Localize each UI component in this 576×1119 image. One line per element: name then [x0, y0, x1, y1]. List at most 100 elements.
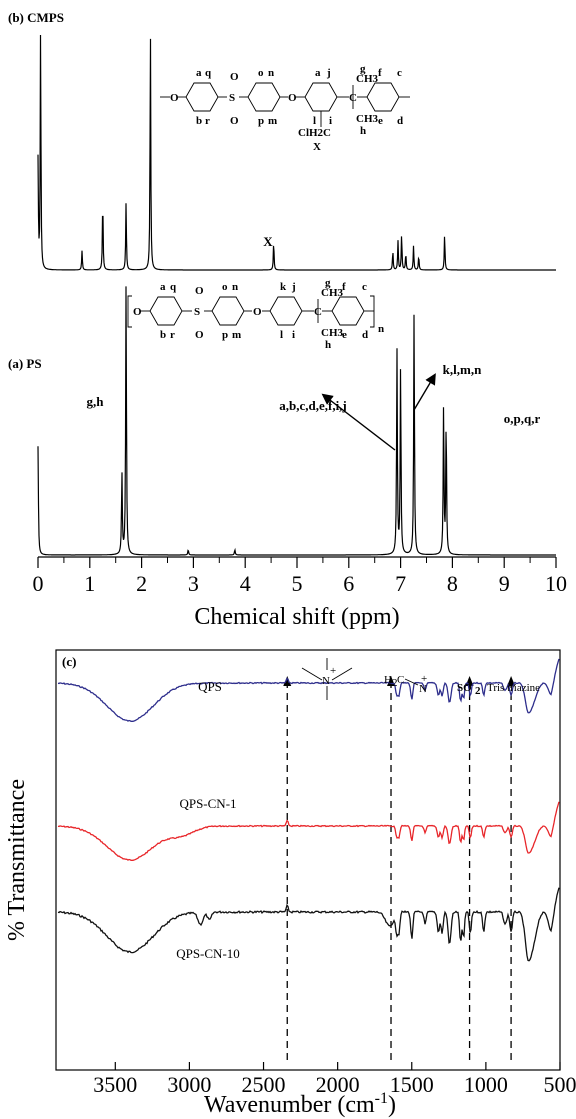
cmps-spectrum-line — [37, 34, 556, 271]
ammonium-n: N — [322, 675, 330, 687]
ps-letter-r: r — [170, 329, 175, 341]
nmr-tick-label-3: 3 — [188, 571, 199, 596]
ps-group-s: S — [194, 306, 200, 318]
cmps-group-o-top: O — [230, 71, 239, 83]
ftir-panel-label: (c) — [62, 654, 76, 669]
ftir-tick-label-1000: 1000 — [464, 1072, 508, 1097]
ftir-tick-label-1500: 1500 — [390, 1072, 434, 1097]
cmps-letter-c: c — [397, 67, 402, 79]
ftir-tick-label-500: 500 — [544, 1072, 576, 1097]
cmps-letter-l: l — [313, 115, 316, 127]
ps-letter-g: g — [325, 277, 331, 289]
ammonium-plus: + — [330, 665, 336, 677]
ps-group-ch3-top: CH3 — [321, 287, 344, 299]
cmps-letter-f: f — [378, 67, 382, 79]
ps-letter-q: q — [170, 281, 177, 293]
band-triazine: Tris triazine — [487, 682, 540, 694]
ps-group-o-top: O — [195, 285, 204, 297]
ps-letter-j: j — [291, 281, 296, 293]
ps-letter-n: n — [232, 281, 238, 293]
ps-repeat-n: n — [378, 323, 384, 335]
nmr-tick-label-8: 8 — [447, 571, 458, 596]
ps-structure-labels: O S O O O C CH3 CH3 n a q b r o n p m k … — [133, 277, 384, 351]
ftir-x-title-main: Wavenumber (cm — [204, 1092, 375, 1118]
cmps-group-clh2c: ClH2C — [298, 127, 331, 139]
cmps-group-s: S — [229, 92, 235, 104]
peak-label-gh: g,h — [87, 394, 105, 409]
cmps-letter-j: j — [326, 67, 331, 79]
cmps-letter-r: r — [205, 115, 210, 127]
cmps-letter-q: q — [205, 67, 212, 79]
nmr-tick-label-1: 1 — [84, 571, 95, 596]
cmps-letter-h: h — [360, 125, 366, 137]
ps-letter-i: i — [292, 329, 295, 341]
ps-letter-p: p — [222, 329, 228, 341]
ps-letter-h: h — [325, 339, 331, 351]
nmr-tick-label-2: 2 — [136, 571, 147, 596]
cmps-letter-i: i — [329, 115, 332, 127]
cmps-group-o1: O — [170, 92, 179, 104]
nmr-panel: (b) CMPS (a) PS 0 1 2 3 4 5 6 7 8 9 10 Chemical sh… — [8, 10, 567, 630]
cmps-letter-g: g — [360, 63, 366, 75]
cmps-letter-n: n — [268, 67, 274, 79]
peak-label-x: X — [263, 234, 273, 249]
cmps-structure — [160, 82, 410, 127]
cmps-letter-o: o — [258, 67, 264, 79]
peak-label-opqr: o,p,q,r — [504, 411, 541, 426]
ps-letter-c: c — [362, 281, 367, 293]
ftir-panel: (c) QPS QPS-CN-1 QPS-CN-10 N + H 2 C N +… — [4, 649, 576, 1118]
nmr-x-ticks: 0 1 2 3 4 5 6 7 8 9 10 — [33, 557, 567, 596]
ps-group-o-bottom: O — [195, 329, 204, 341]
ftir-reference-arrow-830 — [507, 676, 516, 686]
ftir-tick-label-2000: 2000 — [316, 1072, 360, 1097]
ps-group-o1: O — [133, 306, 142, 318]
band-ammonium: N + — [301, 658, 353, 700]
ps-group-o2: O — [253, 306, 262, 318]
nmr-tick-label-7: 7 — [395, 571, 406, 596]
ftir-y-axis-title: % Transmittance — [4, 779, 30, 941]
ps-letter-o: o — [222, 281, 228, 293]
cmps-structure-labels: O S O O O C CH3 CH3 ClH2C X a q b r o n … — [170, 63, 403, 153]
methylene-2: 2 — [392, 677, 398, 689]
ps-group-c: C — [314, 306, 322, 318]
sulfonyl-so: SO — [457, 682, 472, 694]
ps-spectrum-line — [37, 286, 556, 556]
methylene-h: H — [384, 674, 392, 686]
series-label-qps: QPS — [198, 679, 222, 694]
ps-structure — [127, 295, 375, 328]
ftir-frame — [55, 649, 561, 1071]
cmps-letter-b: b — [196, 115, 202, 127]
cmps-group-x: X — [313, 141, 321, 153]
nmr-tick-label-6: 6 — [343, 571, 354, 596]
ftir-reference-arrow-2340 — [283, 676, 292, 686]
ftir-tick-label-3500: 3500 — [93, 1072, 137, 1097]
ps-letter-f: f — [342, 281, 346, 293]
ps-letter-d: d — [362, 329, 368, 341]
cmps-letter-a2: a — [315, 67, 321, 79]
methylene-n: N — [419, 683, 427, 695]
cmps-group-ch3-bottom: CH3 — [356, 113, 379, 125]
cmps-letter-d: d — [397, 115, 403, 127]
methylene-c: C — [397, 674, 404, 686]
methylene-plus: + — [421, 673, 427, 685]
band-sulfonyl: SO 2 — [457, 682, 481, 697]
nmr-tick-label-0: 0 — [33, 571, 44, 596]
series-label-qps-cn-1: QPS-CN-1 — [179, 796, 236, 811]
ps-letter-b: b — [160, 329, 166, 341]
aromatic-arrow — [321, 393, 396, 451]
ps-group-ch3-bottom: CH3 — [321, 327, 344, 339]
cmps-panel-label: (b) CMPS — [8, 10, 64, 25]
ftir-x-title-sup: -1 — [375, 1090, 388, 1107]
ftir-reference-lines — [283, 676, 516, 1060]
ps-letter-l: l — [280, 329, 283, 341]
cmps-group-o2: O — [288, 92, 297, 104]
sulfonyl-2: 2 — [475, 685, 481, 697]
ftir-x-ticks: 3500 3000 2500 2000 1500 1000 500 — [93, 1062, 576, 1097]
cmps-group-ch3-top: CH3 — [356, 73, 379, 85]
ps-letter-a: a — [160, 281, 166, 293]
cmps-letter-p: p — [258, 115, 264, 127]
nmr-tick-label-9: 9 — [499, 571, 510, 596]
ftir-tick-label-2500: 2500 — [242, 1072, 286, 1097]
cmps-letter-e: e — [378, 115, 383, 127]
